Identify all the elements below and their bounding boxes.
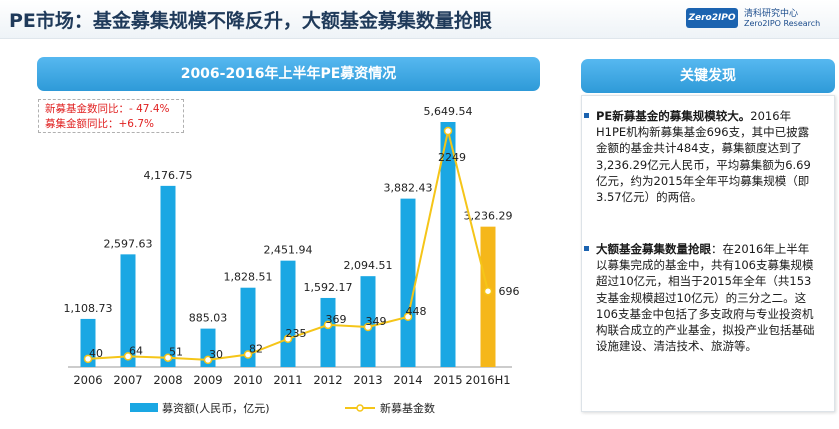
bar-2015	[440, 122, 456, 367]
annotation-amount: 募集金额同比：+6.7%	[45, 118, 154, 130]
finding-2: 大额基金募集数量抢眼：在2016年上半年以募集完成的基金中，共有106支募集规模…	[584, 241, 818, 354]
key-findings-panel: PE新募基金的募集规模较大。2016年H1PE机构新募集基金696支，其中已披露…	[581, 95, 835, 412]
finding-2-text: ：在2016年上半年以募集完成的基金中，共有106支募集规模超过10亿元，相当于…	[596, 242, 815, 354]
bar-label-2008: 4,176.75	[144, 169, 193, 182]
bar-2008	[160, 185, 176, 367]
line-point-2006	[83, 354, 93, 364]
page-title: PE市场：基金募集规模不降反升，大额基金募集数量抢眼	[9, 10, 492, 32]
tick-label-2015: 2015	[433, 373, 462, 387]
bar-2011	[280, 260, 296, 367]
bar-label-2012: 1,592.17	[304, 281, 353, 294]
tick-label-2011: 2011	[273, 373, 302, 387]
line-point-2007	[123, 352, 133, 361]
tick-label-2013: 2013	[353, 373, 382, 387]
legend-bar-label: 募资额(人民币，亿元)	[162, 402, 270, 415]
bullet-square-icon	[584, 113, 589, 118]
logo-cn-text: 清科研究中心	[744, 9, 799, 19]
finding-1-bold: PE新募基金的募集规模较大。	[596, 109, 751, 123]
tick-label-2010: 2010	[233, 373, 262, 387]
line-point-2014	[403, 312, 413, 322]
bar-label-2007: 2,597.63	[104, 237, 153, 250]
bar-2009	[200, 328, 216, 367]
legend-line-marker	[356, 404, 364, 412]
line-label-2006: 40	[89, 347, 103, 360]
chart-header: 2006-2016年上半年PE募资情况	[37, 57, 540, 91]
line-label-2011: 235	[286, 327, 307, 340]
key-findings-header: 关键发现	[581, 59, 835, 93]
yoy-annotation: 新募基金数同比：- 47.4% 募集金额同比：+6.7%	[38, 99, 184, 133]
line-point-2011	[283, 334, 293, 344]
bar-label-2009: 885.03	[189, 312, 228, 325]
line-point-2008	[163, 353, 173, 362]
zero2ipo-logo: Zero2IPO 清科研究中心 Zero2IPO Research	[686, 5, 832, 33]
bar-label-2016H1: 3,236.29	[464, 210, 513, 223]
line-point-2015	[443, 126, 453, 136]
line-point-2009	[203, 355, 213, 365]
legend-bar-swatch	[130, 403, 158, 412]
line-point-2012	[323, 320, 333, 330]
annotation-fund-count: 新募基金数同比：- 47.4%	[45, 103, 170, 115]
bar-label-2006: 1,108.73	[64, 302, 113, 315]
bar-2010	[240, 287, 256, 367]
logo-en-text: Zero2IPO Research	[744, 19, 821, 28]
tick-label-2009: 2009	[193, 373, 222, 387]
bar-2006	[80, 318, 96, 367]
bar-label-2011: 2,451.94	[264, 244, 313, 257]
tick-label-2014: 2014	[393, 373, 422, 387]
bar-label-2015: 5,649.54	[424, 105, 473, 118]
bar-2007	[120, 254, 136, 367]
bar-label-2013: 2,094.51	[344, 259, 393, 272]
bar-2012	[320, 297, 336, 367]
tick-label-2006: 2006	[73, 373, 102, 387]
line-point-2013	[363, 322, 373, 332]
tick-label-2007: 2007	[113, 373, 142, 387]
line-point-2010	[243, 350, 253, 359]
finding-2-bold: 大额基金募集数量抢眼	[596, 242, 711, 256]
title-bar: PE市场：基金募集规模不降反升，大额基金募集数量抢眼 Zero2IPO 清科研究…	[0, 0, 839, 39]
line-label-2012: 369	[326, 313, 347, 326]
bar-2016H1	[480, 226, 496, 367]
line-label-2009: 30	[209, 348, 223, 361]
tick-label-2016H1: 2016H1	[465, 373, 510, 387]
tick-label-2008: 2008	[153, 373, 182, 387]
bar-2013	[360, 276, 376, 367]
fundraising-chart: 1,108.73 2006 2,597.63 2007 4,176.75 2008 885.…	[64, 105, 520, 415]
line-label-2014: 448	[406, 305, 427, 318]
line-label-2013: 349	[366, 315, 387, 328]
bar-2014	[400, 198, 416, 367]
tick-label-2012: 2012	[313, 373, 342, 387]
line-label-2015: 2249	[438, 151, 466, 164]
logo-box: Zero2IPO	[686, 8, 738, 28]
line-label-2007: 64	[129, 344, 143, 357]
line-label-2010: 82	[249, 343, 263, 356]
legend-line-label: 新募基金数	[380, 401, 435, 415]
finding-1-text: 2016年H1PE机构新募集基金696支，其中已披露金额的基金共计484支，募集…	[596, 109, 811, 205]
bullet-square-icon	[584, 246, 589, 251]
bar-label-2014: 3,882.43	[384, 182, 433, 195]
line-label-2008: 51	[169, 346, 183, 359]
line-label-2016H1: 696	[499, 285, 520, 298]
bar-label-2010: 1,828.51	[224, 271, 273, 284]
line-point-2016H1	[483, 286, 493, 296]
finding-1: PE新募基金的募集规模较大。2016年H1PE机构新募集基金696支，其中已披露…	[584, 108, 818, 205]
